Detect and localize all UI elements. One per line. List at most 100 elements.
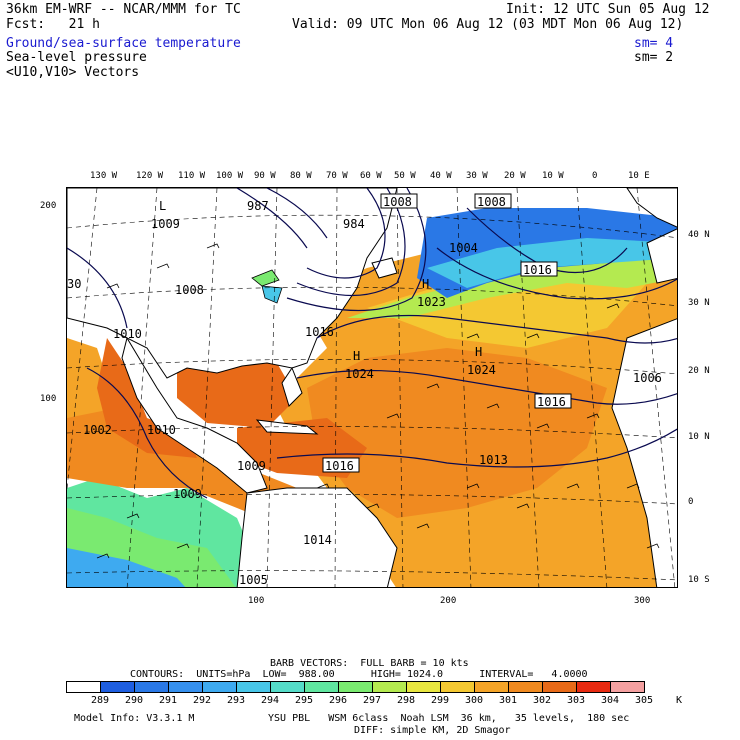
pressure-value: 1016 xyxy=(537,395,566,409)
pressure-value: 1009 xyxy=(237,459,266,473)
wind-barb xyxy=(536,423,550,429)
pressure-value: 1008 xyxy=(175,283,204,297)
lat-label: 30 N xyxy=(688,298,710,308)
pressure-box xyxy=(520,261,558,277)
lat-label: 0 xyxy=(688,497,694,507)
wind-barb xyxy=(316,483,330,489)
weather-map: L 1009 1008 987 984 1008 1008 1004 1016 … xyxy=(67,188,677,587)
colorbar-label: 300 xyxy=(464,695,484,706)
lat-lon-grid xyxy=(67,188,677,587)
pressure-box xyxy=(474,193,512,209)
colorbar-label: 292 xyxy=(192,695,212,706)
field-ground-temp-smoothing: sm= 4 xyxy=(634,36,674,51)
wind-barb xyxy=(366,503,380,509)
lat-label: 40 N xyxy=(688,230,710,240)
lon-label: 40 W xyxy=(430,171,452,181)
colorbar-label: 301 xyxy=(498,695,518,706)
wind-barb xyxy=(606,303,620,309)
sst-atlantic-orange xyxy=(307,348,607,518)
model-info: Model Info: V3.3.1 M xyxy=(74,713,195,724)
isobar xyxy=(296,188,406,296)
colorbar-label: 305 xyxy=(634,695,654,706)
pressure-value: 1002 xyxy=(83,423,112,437)
lon-label: 130 W xyxy=(90,171,118,181)
isobar xyxy=(306,188,386,279)
colorbar-label: 304 xyxy=(600,695,620,706)
wind-barb xyxy=(206,243,220,249)
colorbar-swatch xyxy=(338,681,373,693)
wind-barb xyxy=(426,383,440,389)
colorbar-swatch xyxy=(576,681,611,693)
sst-north-green xyxy=(347,248,677,318)
wind-barb xyxy=(626,483,640,489)
field-vectors: <U10,V10> Vectors xyxy=(6,65,140,80)
great-lakes xyxy=(251,269,283,304)
pressure-high-marker: H xyxy=(353,349,360,363)
field-ground-temp: Ground/sea-surface temperature xyxy=(6,36,241,51)
colorbar-label: 299 xyxy=(430,695,450,706)
isobar xyxy=(266,188,328,239)
pressure-value: 1014 xyxy=(303,533,332,547)
pressure-value: 1005 xyxy=(239,573,268,587)
pressure-box xyxy=(534,393,572,409)
colorbar-swatch xyxy=(270,681,305,693)
pressure-value: 1010 xyxy=(147,423,176,437)
colorbar-swatch xyxy=(406,681,441,693)
lon-label: 50 W xyxy=(394,171,416,181)
colorbar-swatch xyxy=(100,681,135,693)
sst-gulf-warm xyxy=(177,363,297,428)
wind-barb xyxy=(156,263,170,269)
colorbar-label: 295 xyxy=(294,695,314,706)
contour-legend: CONTOURS: UNITS=hPa LOW= 988.00 HIGH= 10… xyxy=(130,669,588,680)
lon-label: 70 W xyxy=(326,171,348,181)
lon-label: 10 W xyxy=(542,171,564,181)
grid-x-label: 300 xyxy=(634,596,651,606)
colorbar-swatch xyxy=(508,681,543,693)
colorbar-label: 294 xyxy=(260,695,280,706)
pressure-value: 1008 xyxy=(383,195,412,209)
west-africa xyxy=(611,318,677,587)
colorbar-swatch xyxy=(304,681,339,693)
map-panel: L 1009 1008 987 984 1008 1008 1004 1016 … xyxy=(66,187,678,588)
isobar xyxy=(436,247,677,300)
forecast-hour: Fcst: 21 h xyxy=(6,17,100,32)
pressure-value: 1016 xyxy=(305,325,334,339)
pressure-high-marker: H xyxy=(422,277,429,291)
pressure-value: 987 xyxy=(247,199,269,213)
pressure-low-marker: L xyxy=(159,199,166,213)
wind-barb xyxy=(126,513,140,519)
colorbar-swatch xyxy=(168,681,203,693)
colorbar-swatch xyxy=(236,681,271,693)
lon-label: 100 W xyxy=(216,171,244,181)
pressure-value: 1009 xyxy=(173,487,202,501)
lat-label: 10 N xyxy=(688,432,710,442)
colorbar-label: 289 xyxy=(90,695,110,706)
colorbar-label: 302 xyxy=(532,695,552,706)
isobar xyxy=(286,188,427,312)
isobar xyxy=(276,428,677,468)
colorbar-swatch xyxy=(372,681,407,693)
wind-barb xyxy=(646,543,660,549)
pressure-value: 1008 xyxy=(477,195,506,209)
lon-label: 110 W xyxy=(178,171,206,181)
south-america xyxy=(236,487,398,587)
isobar xyxy=(86,367,208,499)
field-slp: Sea-level pressure xyxy=(6,50,147,65)
colorbar-label: 303 xyxy=(566,695,586,706)
isobar xyxy=(67,247,128,329)
lat-label: 10 S xyxy=(688,575,710,585)
pressure-value: 30 xyxy=(67,277,81,291)
colorbar-label: 298 xyxy=(396,695,416,706)
barb-legend: BARB VECTORS: FULL BARB = 10 kts xyxy=(270,658,469,669)
colorbar-label: 297 xyxy=(362,695,382,706)
colorbar-label: 291 xyxy=(158,695,178,706)
florida xyxy=(281,366,303,407)
wind-barb xyxy=(96,553,110,559)
wind-barb xyxy=(486,403,500,409)
grid-x-label: 100 xyxy=(248,596,265,606)
physics-info: YSU PBL WSM 6class Noah LSM 36 km, 35 le… xyxy=(268,713,630,724)
lon-label: 10 E xyxy=(628,171,650,181)
wind-barb xyxy=(516,503,530,509)
field-slp-smoothing: sm= 2 xyxy=(634,50,674,65)
valid-time: Valid: 09 UTC Mon 06 Aug 12 (03 MDT Mon … xyxy=(292,17,684,32)
